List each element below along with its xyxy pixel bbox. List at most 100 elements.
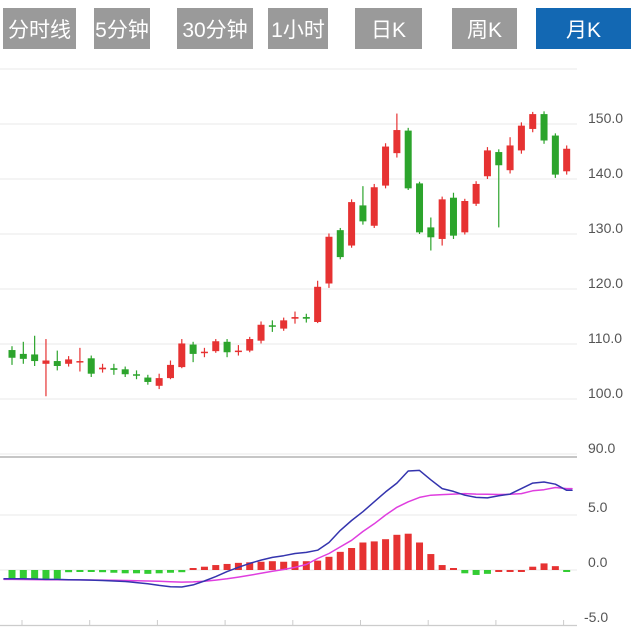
candle-up <box>291 317 299 319</box>
candle-up <box>393 130 401 154</box>
price-axis-label: 110.0 <box>588 330 622 346</box>
macd-bar <box>65 570 73 573</box>
candle-up <box>166 364 174 379</box>
candle-down <box>121 369 129 375</box>
candle-down <box>110 368 118 370</box>
macd-bar <box>449 568 457 570</box>
macd-bar <box>268 561 276 570</box>
candle-down <box>495 152 503 166</box>
chart-area[interactable]: 150.0 140.0 130.0 120.0 110.0 100.0 90.0 5.0 0.0… <box>0 49 634 628</box>
candle-up <box>155 378 163 386</box>
candle-down <box>302 317 310 319</box>
price-axis-label: 120.0 <box>588 275 623 291</box>
macd-bar <box>53 570 61 579</box>
candle-down <box>449 197 457 236</box>
macd-bar <box>178 570 186 573</box>
candle-up <box>506 145 514 171</box>
price-axis-label: 100.0 <box>588 385 623 401</box>
macd-bar <box>257 561 265 570</box>
macd-bar <box>336 551 344 570</box>
candle-up <box>76 361 84 363</box>
macd-bar <box>110 570 118 573</box>
tab-1hour[interactable]: 1小时 <box>268 8 328 49</box>
macd-bar <box>76 570 84 572</box>
price-axis-label: 150.0 <box>588 110 623 126</box>
candle-up <box>42 360 50 364</box>
indicator-axis-label: -5.0 <box>584 609 608 625</box>
candle-down <box>336 230 344 258</box>
candle-up <box>348 202 356 246</box>
tab-5min[interactable]: 5分钟 <box>94 8 150 49</box>
price-axis-label: 140.0 <box>588 165 623 181</box>
macd-bar <box>200 566 208 570</box>
candle-up <box>382 146 390 186</box>
candle-down <box>31 354 39 362</box>
price-axis-label: 130.0 <box>588 220 623 236</box>
candle-up <box>325 236 333 284</box>
macd-bar <box>8 570 16 579</box>
candle-up <box>461 201 469 233</box>
macd-bar <box>517 570 525 572</box>
candle-down <box>8 350 16 358</box>
macd-bar <box>280 561 288 570</box>
candle-down <box>144 377 152 382</box>
macd-bar <box>302 561 310 570</box>
macd-bar <box>416 542 424 570</box>
macd-bar <box>121 570 129 574</box>
candle-up <box>472 183 480 204</box>
macd-bar <box>529 566 537 570</box>
candle-up <box>257 324 265 341</box>
macd-bar <box>19 570 27 579</box>
interval-tabbar: 分时线 5分钟 30分钟 1小时 日K 周K 月K <box>0 0 634 57</box>
indicator-axis-label: 5.0 <box>588 499 608 515</box>
candle-down <box>359 205 367 222</box>
tab-weekly-k[interactable]: 周K <box>452 8 517 49</box>
macd-bar <box>291 561 299 570</box>
candle-down <box>189 344 197 354</box>
macd-bar <box>212 565 220 570</box>
macd-bar <box>438 565 446 570</box>
macd-bar <box>348 548 356 570</box>
macd-bar <box>144 570 152 574</box>
macd-bar <box>246 562 254 570</box>
candle-up <box>563 148 571 172</box>
candle-down <box>427 227 435 238</box>
macd-bar <box>495 570 503 572</box>
macd-bar <box>506 570 514 572</box>
candle-up <box>178 343 186 368</box>
candle-up <box>246 339 254 351</box>
candle-up <box>212 341 220 352</box>
candle-up <box>99 367 107 370</box>
macd-bar <box>223 563 231 570</box>
tab-daily-k[interactable]: 日K <box>355 8 422 49</box>
macd-bar <box>483 570 491 574</box>
candle-up <box>65 359 73 364</box>
macd-bar <box>99 570 107 573</box>
tab-timeline[interactable]: 分时线 <box>3 8 76 49</box>
candle-down <box>53 361 61 366</box>
candle-up <box>234 350 242 353</box>
macd-bar <box>359 542 367 570</box>
tab-30min[interactable]: 30分钟 <box>177 8 253 49</box>
macd-bar <box>87 570 95 572</box>
macd-bar <box>189 568 197 570</box>
macd-bar <box>393 534 401 570</box>
macd-bar <box>314 560 322 570</box>
stock-chart[interactable]: 150.0 140.0 130.0 120.0 110.0 100.0 90.0 5.0 0.0… <box>0 49 634 628</box>
macd-bar <box>42 570 50 580</box>
dif-line <box>3 469 573 588</box>
macd-bar <box>563 570 571 572</box>
candle-down <box>540 114 548 141</box>
macd-bar <box>325 556 333 570</box>
candle-up <box>483 150 491 177</box>
candle-down <box>416 183 424 233</box>
candle-up <box>200 351 208 354</box>
candle-up <box>314 286 322 322</box>
tab-monthly-k[interactable]: 月K <box>536 8 631 49</box>
macd-bar <box>427 554 435 570</box>
price-axis-label: 90.0 <box>588 440 615 456</box>
macd-bar <box>404 533 412 570</box>
macd-bar <box>155 570 163 574</box>
macd-bar <box>540 563 548 570</box>
